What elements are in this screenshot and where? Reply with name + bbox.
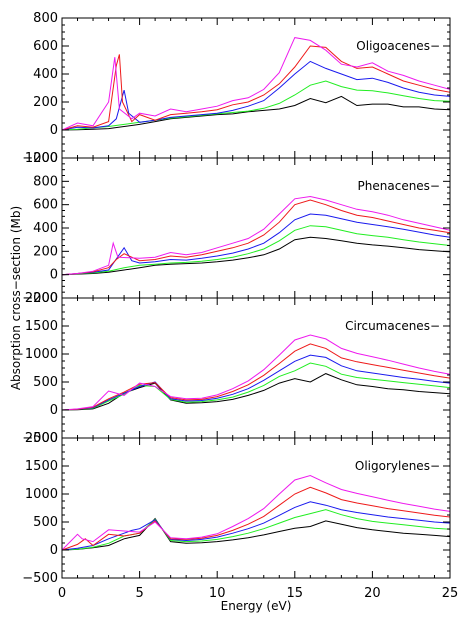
series-line-4 [62,486,450,551]
series-line-1 [62,236,450,276]
panel-3: −500 0 500 1000 1500 2000 Circumacenes− [22,291,451,446]
y-tick-label: 1000 [25,487,58,502]
y-tick-label: −500 [22,571,58,586]
x-tick-labels: 0 5 10 15 20 25 [58,586,458,601]
y-tick-label: 600 [33,198,58,213]
panel-2: −200 0 200 400 600 800 1000 Phenacenes− [22,151,451,306]
y-axis-label: Absorption cross−section (Mb) [9,206,23,390]
y-tick-label: 800 [33,11,58,26]
y-tick-label: −200 [22,151,58,166]
x-tick-label: 25 [442,586,459,601]
series-group [62,37,450,131]
panel-4: −500 0 500 1000 1500 2000 Oligorylenes− [22,431,451,586]
y-tick-label: 200 [33,95,58,110]
series-line-2 [62,362,450,411]
series-line-5 [62,474,450,551]
x-tick-label: 10 [209,586,226,601]
x-tick-label: 15 [287,586,304,601]
series-group [62,334,450,411]
series-line-3 [62,213,450,276]
series-line-3 [62,354,450,411]
panel-title: Phenacenes− [358,179,440,193]
series-line-1 [62,373,450,411]
y-tick-label: 2000 [25,431,58,446]
y-tick-label: 0 [50,543,58,558]
series-line-2 [62,509,450,551]
x-axis-label: Energy (eV) [221,599,292,613]
y-tick-label: 400 [33,67,58,82]
y-tick-label: 1000 [25,347,58,362]
series-group [62,195,450,276]
series-line-3 [62,501,450,551]
panels: −2000200400600800Oligoacenes−−2000200400… [22,11,458,601]
y-tick-label: 1000 [25,151,58,166]
series-line-5 [62,195,450,276]
y-tick-label: −200 [22,291,58,306]
series-line-4 [62,45,450,131]
series-line-2 [62,80,450,131]
series-line-3 [62,60,450,131]
y-tick-label: 200 [33,244,58,259]
series-line-5 [62,334,450,411]
panel-title: Circumacenes− [345,319,440,333]
y-tick-label: 800 [33,174,58,189]
y-tick-label: 1500 [25,319,58,334]
x-tick-label: 20 [364,586,381,601]
panel-title: Oligorylenes− [355,459,440,473]
series-line-4 [62,199,450,276]
series-line-5 [62,37,450,131]
x-tick-label: 0 [58,586,66,601]
y-tick-label: −500 [22,431,58,446]
x-tick-label: 5 [135,586,143,601]
y-tick-label: 0 [50,403,58,418]
y-tick-label: 1500 [25,459,58,474]
y-tick-label: 400 [33,221,58,236]
y-tick-label: 500 [33,515,58,530]
series-line-1 [62,95,450,131]
y-tick-label: 2000 [25,291,58,306]
series-line-1 [62,517,450,551]
y-tick-label: 500 [33,375,58,390]
y-tick-label: 0 [50,268,58,283]
panel-1: −200 0 200 400 600 800 Oligoacenes− [22,11,451,166]
series-line-4 [62,343,450,411]
series-line-2 [62,225,450,276]
y-tick-label: 600 [33,39,58,54]
panel-title: Oligoacenes− [356,39,440,53]
series-group [62,474,450,551]
y-tick-label: 0 [50,123,58,138]
